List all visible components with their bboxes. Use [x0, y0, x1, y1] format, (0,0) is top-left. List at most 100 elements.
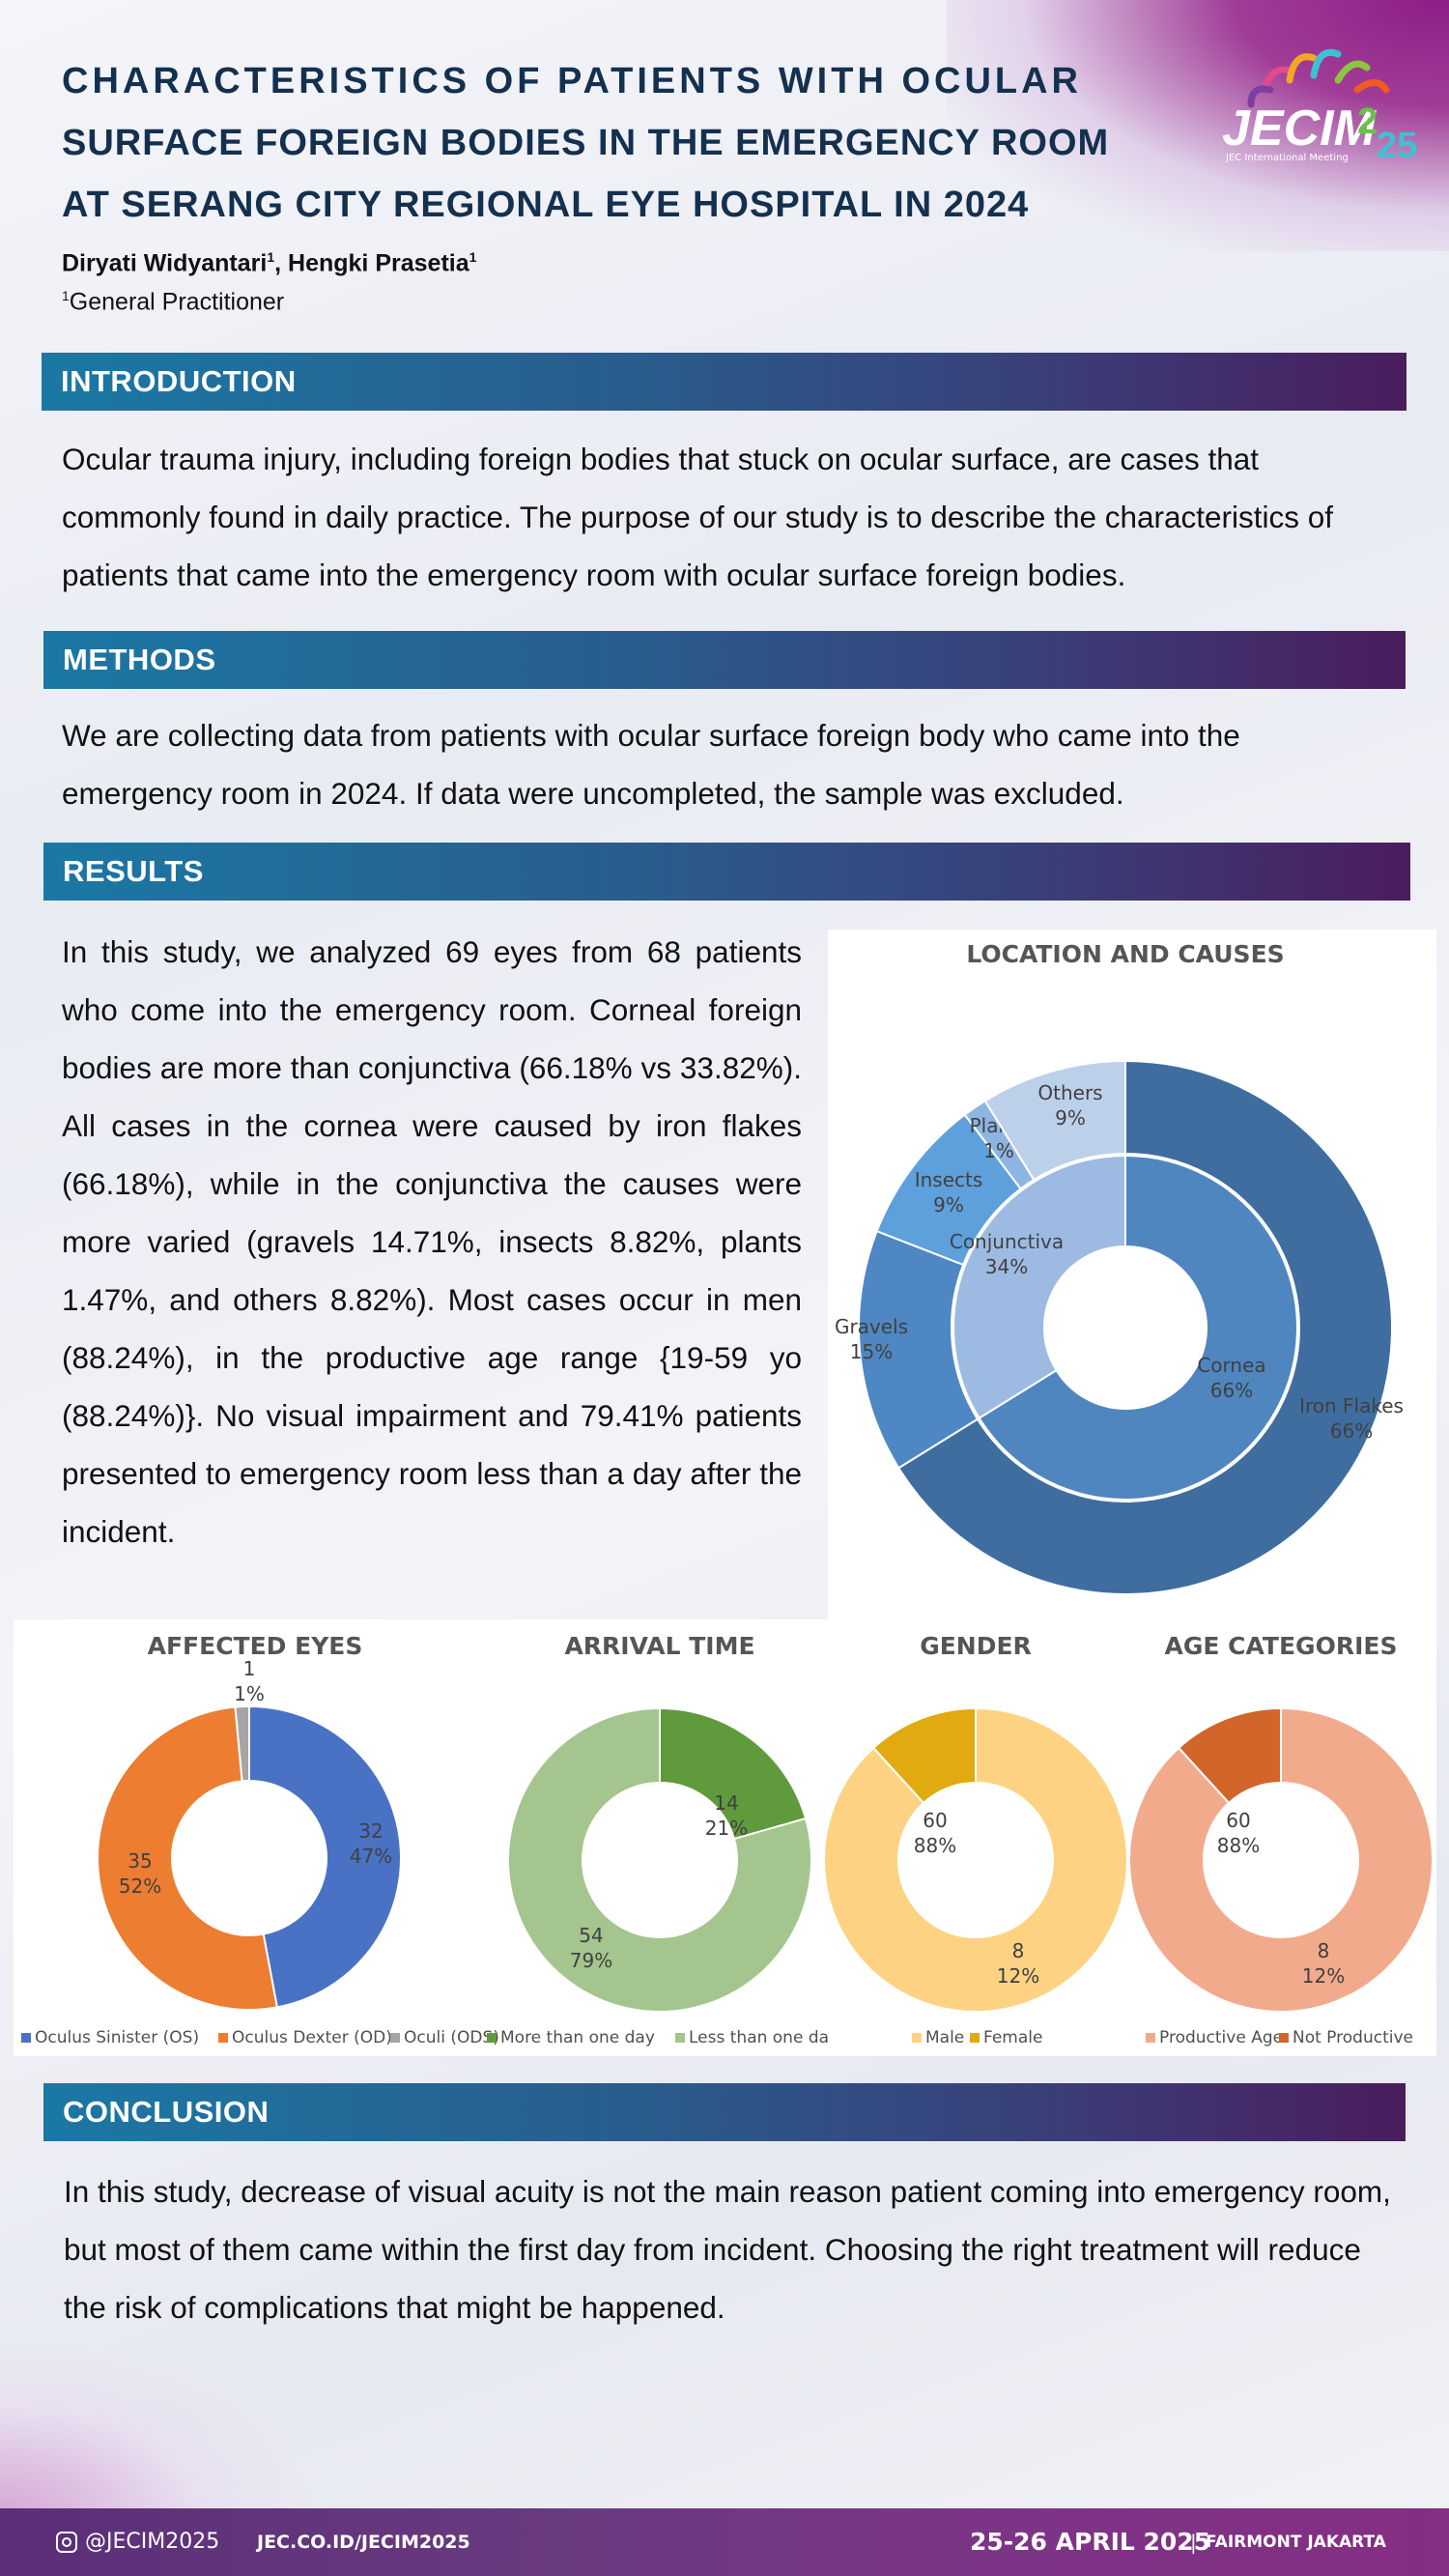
- demographics-chart-panel: AFFECTED EYES 32 47% 35 52% 1 1% Oculus Siniste…: [14, 1619, 1436, 2056]
- instagram-icon: [56, 2532, 77, 2553]
- poster-title: CHARACTERISTICS OF PATIENTS WITH OCULAR …: [62, 50, 1182, 236]
- slice-percent: 9%: [933, 1193, 964, 1216]
- slice-others: [983, 1059, 1126, 1182]
- legend-swatch: [912, 2033, 922, 2043]
- slice-cornea: [978, 1154, 1298, 1501]
- slice-label: Gravels: [835, 1315, 908, 1338]
- section-heading-text: METHODS: [63, 643, 216, 676]
- slice-oculus-sinister-os: [248, 1704, 402, 2009]
- title-line: SURFACE FOREIGN BODIES IN THE EMERGENCY …: [62, 123, 1110, 163]
- slice-percent: 15%: [850, 1340, 893, 1363]
- title-line: AT SERANG CITY REGIONAL EYE HOSPITAL IN …: [62, 185, 1030, 225]
- legend-item-productive-age: Productive Age: [1159, 2028, 1283, 2047]
- slice-label: 8: [1012, 1939, 1025, 1962]
- slice-percent: 9%: [1055, 1106, 1086, 1130]
- legend-item-oculus-dexter-od: Oculus Dexter (OD): [232, 2028, 392, 2047]
- logo-wordmark: JECIM: [1222, 100, 1378, 157]
- results-heading: RESULTS: [43, 843, 1410, 901]
- legend-item-female: Female: [983, 2028, 1042, 2047]
- legend-item-less-than-one-da: Less than one da: [689, 2028, 829, 2047]
- results-text: In this study, we analyzed 69 eyes from …: [62, 934, 802, 1549]
- author-superscript: 1: [469, 249, 477, 265]
- footer-separator: |: [1190, 2531, 1197, 2554]
- title-line: CHARACTERISTICS OF PATIENTS WITH OCULAR: [62, 61, 1082, 101]
- affiliation: 1General Practitioner: [62, 288, 284, 316]
- legend-swatch: [1279, 2033, 1289, 2043]
- legend-swatch: [390, 2033, 400, 2043]
- slice-label: 8: [1318, 1939, 1330, 1962]
- slice-percent: 52%: [119, 1875, 161, 1898]
- slice-label: Conjunctiva: [950, 1230, 1064, 1253]
- logo-year-b: 25: [1377, 126, 1417, 166]
- legend-item-oculus-sinister-os: Oculus Sinister (OS): [35, 2028, 199, 2047]
- slice-percent: 66%: [1330, 1419, 1373, 1443]
- social-handle[interactable]: @JECIM2025: [85, 2530, 220, 2554]
- author-name: Diryati Widyantari: [62, 249, 268, 277]
- slice-percent: 1%: [983, 1139, 1014, 1162]
- slice-label: Insects: [915, 1168, 983, 1191]
- slice-percent: 66%: [1210, 1379, 1253, 1402]
- slice-label: 1: [243, 1657, 256, 1680]
- section-heading-text: CONCLUSION: [63, 2095, 270, 2129]
- website-link[interactable]: JEC.CO.ID/JECIM2025: [257, 2532, 470, 2553]
- slice-label: 14: [714, 1791, 738, 1815]
- legend-item-more-than-one-day: More than one day: [500, 2028, 655, 2047]
- slice-percent: 21%: [705, 1817, 748, 1840]
- slice-oculi-ods: [234, 1704, 250, 1783]
- event-venue: FAIRMONT JAKARTA: [1206, 2533, 1386, 2552]
- footer: @JECIM2025 JEC.CO.ID/JECIM2025 25-26 APR…: [0, 2508, 1449, 2576]
- slice-percent: 12%: [997, 1964, 1039, 1988]
- slice-productive-age: [1128, 1706, 1434, 2013]
- slice-more-than-one-day: [659, 1706, 808, 1841]
- slice-label: 32: [358, 1819, 383, 1843]
- slice-male: [823, 1706, 1128, 2013]
- slice-female: [871, 1706, 977, 1805]
- conference-logo: JECIM 2 25 JEC International Meeting: [1222, 48, 1417, 166]
- conclusion-text: In this study, decrease of visual acuity…: [64, 2174, 1391, 2325]
- chart-title: GENDER: [920, 1632, 1032, 1660]
- chart-title: AGE CATEGORIES: [1165, 1632, 1398, 1660]
- chart-title: LOCATION AND CAUSES: [966, 940, 1284, 968]
- slice-label: Cornea: [1197, 1354, 1265, 1377]
- section-heading-text: RESULTS: [63, 854, 204, 888]
- event-date: 25-26 APRIL 2025: [970, 2528, 1211, 2556]
- slice-label: Iron Flakes: [1299, 1394, 1404, 1417]
- legend-swatch: [218, 2033, 228, 2043]
- methods-text: We are collecting data from patients wit…: [62, 718, 1240, 811]
- affiliation-text: General Practitioner: [69, 288, 285, 316]
- slice-percent: 88%: [1217, 1834, 1260, 1857]
- location-chart-panel: LOCATION AND CAUSES Iron Flakes 66% Gravels…: [828, 930, 1436, 1623]
- slice-label: 54: [579, 1924, 603, 1947]
- slice-percent: 88%: [914, 1834, 956, 1857]
- corner-decoration: [0, 2344, 309, 2518]
- legend-swatch: [675, 2033, 685, 2043]
- legend-swatch: [1146, 2033, 1155, 2043]
- corner-decoration: [947, 0, 1449, 251]
- slice-not-productive: [1177, 1706, 1282, 1805]
- slice-less-than-one-da: [507, 1706, 812, 2013]
- slice-conjunctiva: [952, 1154, 1126, 1420]
- logo-subtitle: JEC International Meeting: [1225, 153, 1349, 163]
- author-name: , Hengki Prasetia: [274, 249, 469, 277]
- affiliation-superscript: 1: [62, 288, 70, 303]
- methods-heading: METHODS: [43, 631, 1406, 689]
- legend-swatch: [21, 2033, 31, 2043]
- legend-item-not-productive: Not Productive: [1293, 2028, 1413, 2047]
- introduction-heading: INTRODUCTION: [42, 353, 1406, 411]
- slice-label: Others: [1037, 1081, 1102, 1104]
- slice-percent: 79%: [570, 1949, 612, 1972]
- slice-label: 60: [1226, 1809, 1250, 1832]
- logo-year-a: 2: [1357, 101, 1378, 142]
- slice-percent: 34%: [985, 1255, 1028, 1278]
- chart-title: ARRIVAL TIME: [564, 1632, 754, 1660]
- authors: Diryati Widyantari1, Hengki Prasetia1: [62, 249, 476, 277]
- legend-swatch: [487, 2033, 497, 2043]
- legend-item-male: Male: [925, 2028, 964, 2047]
- legend-item-oculi-ods: Oculi (ODS): [404, 2028, 499, 2047]
- author-superscript: 1: [267, 249, 275, 265]
- slice-oculus-dexter-od: [97, 1705, 279, 2011]
- slice-percent: 1%: [234, 1682, 265, 1705]
- legend-swatch: [970, 2033, 980, 2043]
